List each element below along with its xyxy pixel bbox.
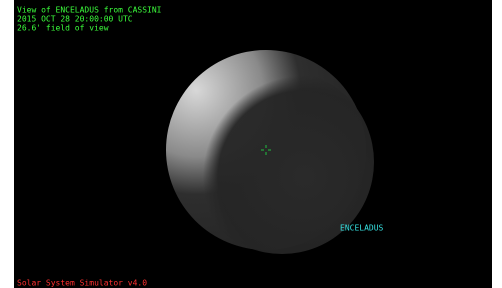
header-line: 26.6' field of view [17, 24, 109, 33]
header-line: View of ENCELADUS from CASSINI [17, 6, 162, 15]
header-line: 2015 OCT 28 20:00:00 UTC [17, 15, 133, 24]
footer: Solar System Simulator v4.0 [17, 279, 147, 288]
page: View of ENCELADUS from CASSINI 2015 OCT … [0, 0, 502, 288]
simulator-view: View of ENCELADUS from CASSINI 2015 OCT … [0, 0, 502, 288]
target-label: ENCELADUS [340, 224, 384, 233]
